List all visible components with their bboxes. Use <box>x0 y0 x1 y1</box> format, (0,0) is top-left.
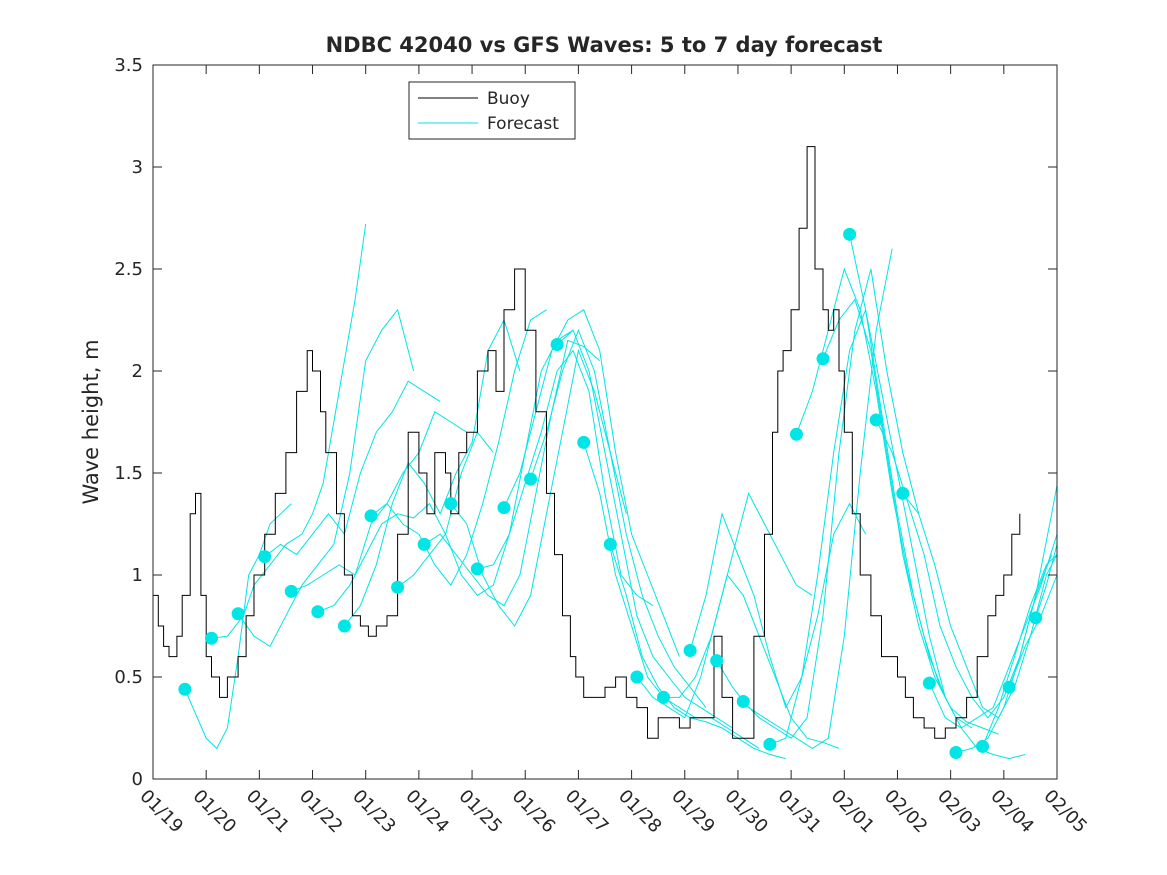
forecast-series-line <box>477 349 654 607</box>
forecast-marker <box>444 497 458 511</box>
forecast-marker <box>391 580 405 594</box>
plot-area <box>153 65 1057 779</box>
legend-box <box>408 81 576 140</box>
y-axis: 0 0.5 1 1.5 2 2.5 3 3.5 <box>114 55 1057 790</box>
forecast-series-line <box>397 329 574 597</box>
forecast-marker <box>178 682 192 696</box>
y-axis-label: Wave height, m <box>79 339 103 504</box>
forecast-marker <box>1002 680 1016 694</box>
forecast-series-line <box>370 309 547 587</box>
forecast-marker <box>896 486 910 500</box>
forecast-marker <box>497 501 511 515</box>
forecast-marker <box>816 352 830 366</box>
forecast-marker <box>258 550 272 564</box>
forecast-marker <box>949 745 963 759</box>
forecast-marker <box>710 654 724 668</box>
forecast-marker <box>763 737 777 751</box>
forecast-marker <box>843 227 857 241</box>
y-tick-label: 1.5 <box>114 463 143 484</box>
forecast-series-line <box>291 411 467 592</box>
y-tick-label: 2.5 <box>114 259 143 280</box>
forecast-marker <box>550 337 564 351</box>
forecast-marker <box>470 562 484 576</box>
forecast-marker <box>603 537 617 551</box>
forecast-marker <box>683 643 697 657</box>
forecast-marker <box>417 537 431 551</box>
forecast-marker <box>284 584 298 598</box>
forecast-series-line <box>423 339 601 607</box>
y-tick-label: 1 <box>132 565 143 586</box>
forecast-series-line <box>689 502 867 709</box>
forecast-series-line <box>663 573 840 749</box>
y-tick-label: 0 <box>132 769 143 790</box>
y-tick-label: 3 <box>132 157 143 178</box>
forecast-marker <box>364 509 378 523</box>
forecast-series-line <box>583 442 760 749</box>
forecast-marker <box>311 605 325 619</box>
forecast-series-line <box>344 318 521 627</box>
forecast-series-line <box>849 234 1026 760</box>
forecast-marker <box>577 435 591 449</box>
forecast-series-line <box>982 554 1058 747</box>
chart-title: NDBC 42040 vs GFS Waves: 5 to 7 day fore… <box>326 33 883 57</box>
forecast-series-line <box>928 534 1058 729</box>
forecast-marker <box>630 670 644 684</box>
forecast-series-line <box>237 308 415 648</box>
forecast-series-line <box>556 329 733 729</box>
legend-forecast-label: Forecast <box>487 114 559 134</box>
y-tick-label: 2 <box>132 361 143 382</box>
plot-lines <box>153 146 1058 760</box>
forecast-marker <box>976 739 990 753</box>
forecast-series-line <box>609 544 786 760</box>
forecast-series-line <box>1035 544 1058 618</box>
forecast-marker <box>231 607 245 621</box>
buoy-series-line <box>153 146 1021 739</box>
forecast-series-line <box>317 431 494 613</box>
y-tick-label: 0.5 <box>114 667 143 688</box>
forecast-marker <box>524 472 538 486</box>
forecast-marker <box>922 676 936 690</box>
legend-buoy-label: Buoy <box>487 89 530 109</box>
forecast-series-line <box>503 309 680 657</box>
legend: Buoy Forecast <box>408 81 576 140</box>
forecast-marker <box>1029 611 1043 625</box>
forecast-marker <box>789 427 803 441</box>
forecast-series-line <box>742 268 920 739</box>
forecast-series-line <box>1008 574 1058 688</box>
forecast-series-line <box>264 380 441 557</box>
forecast-marker <box>204 631 218 645</box>
forecast-markers <box>178 227 1043 759</box>
forecast-series-line <box>769 308 946 745</box>
forecast-marker <box>337 619 351 633</box>
forecast-series-line <box>530 328 707 708</box>
axes-box <box>152 64 1058 780</box>
y-tick-label: 3.5 <box>114 55 143 76</box>
forecast-marker <box>869 413 883 427</box>
forecast-marker <box>736 694 750 708</box>
forecast-marker <box>656 690 670 704</box>
